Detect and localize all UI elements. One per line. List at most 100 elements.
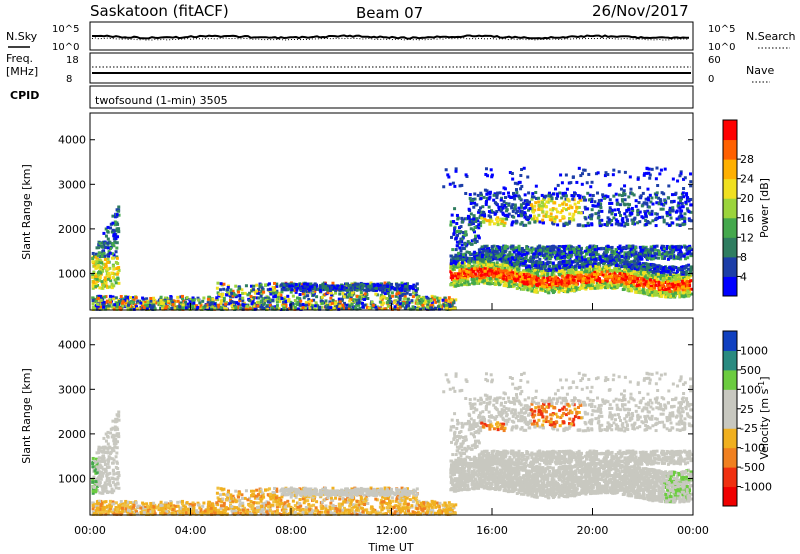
nave-tick-bottom: 0 <box>708 74 714 85</box>
power-cell <box>313 307 317 311</box>
power-cell <box>160 302 164 306</box>
power-cell <box>196 298 200 302</box>
power-cell <box>476 258 480 262</box>
power-cell <box>553 279 557 283</box>
nsky-panel: N.Sky 10^5 10^0 10^5 10^0 N.Search <box>6 21 796 53</box>
power-cell <box>378 300 382 304</box>
power-cell <box>493 282 497 286</box>
power-cell <box>451 305 455 309</box>
power-cell <box>528 280 532 284</box>
power-cell <box>356 282 360 286</box>
power-cell <box>111 214 115 218</box>
power-cell <box>539 287 543 291</box>
power-cell <box>384 288 388 292</box>
power-cell <box>288 286 292 290</box>
power-cell <box>105 284 109 288</box>
power-cell <box>296 285 300 289</box>
power-cell <box>96 302 100 306</box>
power-cell <box>330 286 334 290</box>
power-cell <box>680 294 684 298</box>
power-cell <box>118 301 122 305</box>
power-cell <box>179 303 183 307</box>
power-cell <box>342 288 346 292</box>
power-cell <box>298 303 302 307</box>
power-cell <box>674 283 678 287</box>
power-cell <box>414 299 418 303</box>
power-cell <box>379 282 383 286</box>
power-cell <box>640 282 644 286</box>
power-cell <box>461 278 465 282</box>
power-cell <box>284 304 288 308</box>
power-cell <box>422 302 426 306</box>
power-cell <box>134 303 138 307</box>
power-cell <box>201 299 205 303</box>
power-cell <box>99 305 103 309</box>
power-cell <box>205 305 209 309</box>
power-cell <box>110 230 114 234</box>
power-cell <box>348 299 352 303</box>
power-cell <box>427 306 431 310</box>
power-cell <box>160 307 164 311</box>
power-cell <box>511 266 515 270</box>
power-cell <box>340 299 344 303</box>
power-cell <box>503 263 507 267</box>
power-cell <box>562 273 566 277</box>
power-cell <box>219 302 223 306</box>
power-cell <box>598 267 602 271</box>
power-cell <box>298 293 302 297</box>
power-cell <box>563 277 567 281</box>
power-cell <box>641 271 645 275</box>
power-cell <box>511 282 515 286</box>
power-cell <box>430 300 434 304</box>
power-cell <box>227 302 231 306</box>
power-cell <box>502 274 506 278</box>
power-cell <box>169 298 173 302</box>
power-cell <box>328 284 332 288</box>
power-cell <box>592 273 596 277</box>
power-cell <box>509 263 513 267</box>
power-cell <box>101 249 105 253</box>
power-cell <box>283 296 287 300</box>
power-cell <box>166 299 170 303</box>
power-cell <box>330 293 334 297</box>
power-cell <box>395 284 399 288</box>
power-cell <box>163 296 167 300</box>
power-cell <box>266 288 270 292</box>
power-cell <box>540 276 544 280</box>
power-cell <box>328 289 332 293</box>
power-cell <box>103 278 107 282</box>
power-cell <box>418 299 422 303</box>
power-cell <box>495 261 499 265</box>
power-cell <box>479 273 483 277</box>
power-cell <box>629 272 633 276</box>
power-cell <box>528 287 532 291</box>
power-cell <box>171 303 175 307</box>
power-cell <box>646 284 650 288</box>
power-cell <box>139 305 143 309</box>
power-cell <box>304 294 308 298</box>
power-cell <box>111 275 115 279</box>
power-cell <box>569 281 573 285</box>
power-cell <box>154 301 158 305</box>
power-cell <box>588 265 592 269</box>
power-cell <box>318 307 322 311</box>
power-cell <box>91 286 95 290</box>
power-cell <box>274 307 278 311</box>
power-cell <box>564 290 568 294</box>
power-cell <box>115 267 119 271</box>
power-cell <box>406 297 410 301</box>
power-cell <box>256 288 260 292</box>
power-cell <box>350 290 354 294</box>
power-cell <box>182 299 186 303</box>
power-cell <box>517 285 521 289</box>
power-cell <box>499 269 503 273</box>
power-cell <box>547 261 551 265</box>
power-cell <box>119 295 123 299</box>
power-cell <box>98 241 102 245</box>
power-cell <box>98 254 102 258</box>
power-cell <box>601 273 605 277</box>
power-cell <box>104 307 108 311</box>
power-cell <box>633 262 637 266</box>
